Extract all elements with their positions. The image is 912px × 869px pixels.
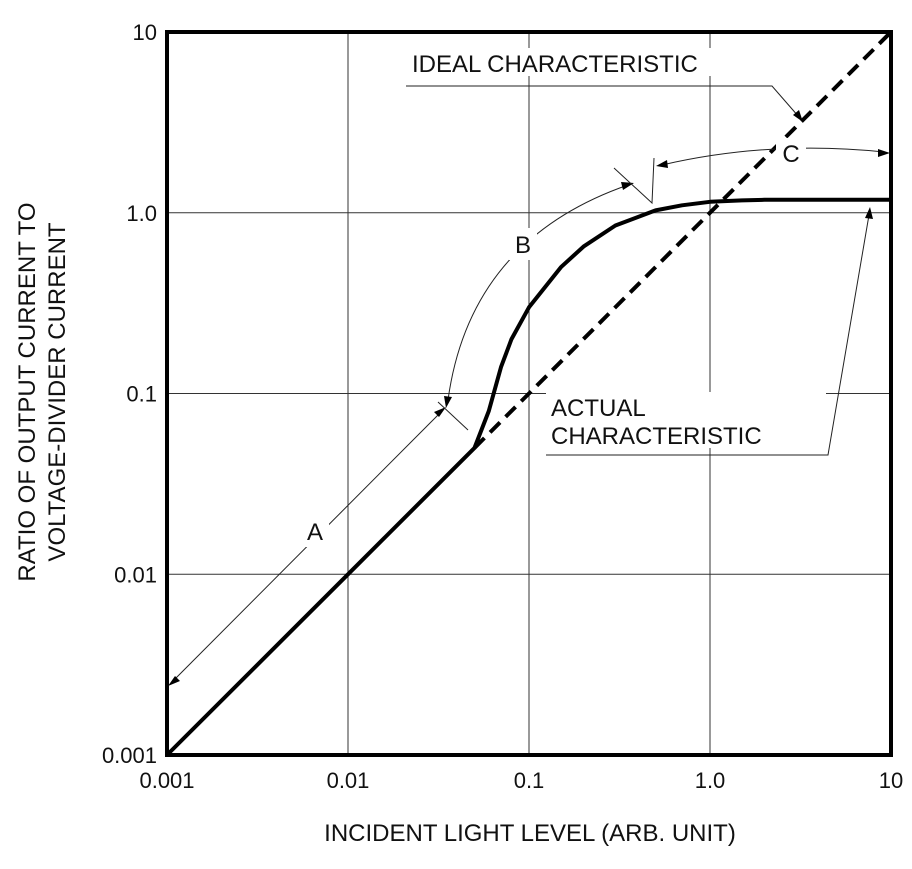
y-axis-title-line-1: RATIO OF OUTPUT CURRENT TO — [14, 202, 41, 581]
x-tick-label: 0.01 — [327, 768, 370, 793]
region-a-label: A — [307, 519, 323, 546]
region-c-dimension: C — [656, 138, 890, 168]
plot-frame — [165, 30, 893, 757]
x-axis-title: INCIDENT LIGHT LEVEL (ARB. UNIT) — [324, 820, 736, 847]
y-tick-label: 0.001 — [102, 743, 157, 768]
x-tick-label: 0.001 — [139, 768, 194, 793]
ideal-characteristic-callout: IDEAL CHARACTERISTIC — [406, 48, 803, 122]
y-tick-label: 0.01 — [114, 562, 157, 587]
ideal-characteristic-line — [473, 30, 893, 450]
actual-characteristic-label-line-1: ACTUAL — [551, 395, 646, 422]
ideal-characteristic-label: IDEAL CHARACTERISTIC — [412, 51, 698, 78]
ideal-arrowhead — [793, 110, 803, 122]
region-b-dimension: B — [444, 157, 655, 408]
x-tick-label: 0.1 — [514, 768, 545, 793]
tick-labels: 0.001 0.01 0.1 1.0 10 0.001 0.01 0.1 1.0 10 — [102, 20, 903, 793]
region-b-label: B — [515, 232, 531, 259]
y-tick-label: 1.0 — [126, 201, 157, 226]
y-tick-label: 0.1 — [126, 382, 157, 407]
actual-characteristic-label-line-2: CHARACTERISTIC — [551, 423, 762, 450]
x-tick-label: 1.0 — [695, 768, 726, 793]
actual-arrowhead — [865, 207, 873, 219]
y-tick-label: 10 — [133, 20, 157, 45]
y-axis-title-line-2: VOLTAGE-DIVIDER CURRENT — [44, 222, 71, 561]
x-tick-label: 10 — [879, 768, 903, 793]
actual-characteristic-callout: ACTUAL CHARACTERISTIC — [546, 207, 873, 456]
actual-characteristic-line — [165, 197, 891, 757]
y-axis-title: RATIO OF OUTPUT CURRENT TO VOLTAGE-DIVID… — [14, 202, 71, 581]
region-a-dimension: A — [168, 401, 469, 686]
series-layer — [165, 30, 893, 757]
region-c-label: C — [782, 141, 799, 168]
